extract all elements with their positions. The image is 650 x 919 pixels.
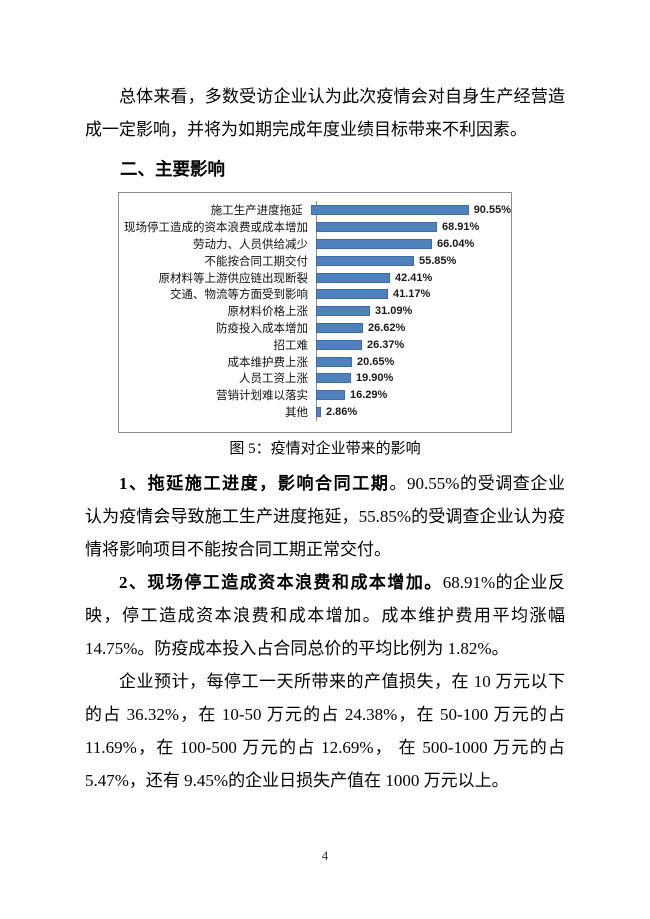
page-content: 总体来看，多数受访企业认为此次疫情会对自身生产经营造成一定影响，并将为如期完成年… bbox=[85, 87, 565, 797]
paragraph-2-body: 68.91%的企业反映，停工造成资本浪费和成本增加。成本维护费用平均涨幅 14.… bbox=[85, 573, 565, 658]
chart-bar bbox=[310, 205, 469, 216]
chart-bar bbox=[316, 373, 351, 384]
chart-row: 防疫投入成本增加 26.62% bbox=[119, 320, 511, 337]
chart-row: 原材料等上游供应链出现断裂 42.41% bbox=[119, 269, 511, 286]
chart-bar-track: 26.62% bbox=[316, 320, 511, 337]
chart-row: 成本维护费上涨 20.65% bbox=[119, 353, 511, 370]
chart-category-label: 原材料等上游供应链出现断裂 bbox=[158, 272, 309, 285]
chart-category-label: 营销计划难以落实 bbox=[216, 390, 308, 403]
chart-bar bbox=[316, 306, 370, 317]
chart-bar bbox=[316, 406, 321, 417]
chart-category-label: 招工难 bbox=[273, 339, 309, 352]
chart-category-label: 交通、物流等方面受到影响 bbox=[170, 289, 308, 302]
chart-bar-track: 90.55% bbox=[310, 202, 511, 219]
chart-row: 劳动力、人员供给减少 66.04% bbox=[119, 236, 511, 253]
chart-bar bbox=[316, 255, 414, 266]
chart-category-label: 不能按合同工期交付 bbox=[204, 255, 309, 268]
chart-row: 交通、物流等方面受到影响 41.17% bbox=[119, 286, 511, 303]
chart-value-label: 66.04% bbox=[437, 237, 475, 250]
chart-row: 现场停工造成的资本浪费或成本增加 68.91% bbox=[119, 219, 511, 236]
chart-bar bbox=[316, 289, 388, 300]
chart-bar-track: 26.37% bbox=[316, 336, 511, 353]
chart-bar bbox=[316, 272, 390, 283]
chart-bar-track: 68.91% bbox=[316, 219, 511, 236]
chart-bar bbox=[316, 390, 345, 401]
intro-paragraph: 总体来看，多数受访企业认为此次疫情会对自身生产经营造成一定影响，并将为如期完成年… bbox=[85, 87, 565, 139]
chart-bar-track: 2.86% bbox=[316, 404, 511, 421]
chart-bar bbox=[316, 356, 352, 367]
chart-row: 原材料价格上涨 31.09% bbox=[119, 303, 511, 320]
chart-category-label: 人员工资上涨 bbox=[239, 373, 308, 386]
chart-bar bbox=[316, 322, 363, 333]
chart-value-label: 42.41% bbox=[395, 271, 433, 284]
chart-row: 营销计划难以落实 16.29% bbox=[119, 387, 511, 404]
paragraph-3: 企业预计，每停工一天所带来的产值损失，在 10 万元以下的占 36.32%，在 … bbox=[85, 665, 565, 797]
paragraph-1-lead: 1、拖延施工进度，影响合同工期 bbox=[119, 474, 390, 493]
chart-bar bbox=[316, 339, 362, 350]
chart-category-label: 其他 bbox=[285, 406, 308, 419]
chart-row: 招工难 26.37% bbox=[119, 336, 511, 353]
section-heading: 二、主要影响 bbox=[120, 159, 225, 179]
chart-bar-track: 42.41% bbox=[316, 269, 511, 286]
chart-bar-track: 66.04% bbox=[316, 236, 511, 253]
chart-bar-track: 41.17% bbox=[316, 286, 511, 303]
paragraph-1-body: 。90.55%的受调查企业认为疫情会导致施工生产进度拖延，55.85%的受调查企… bbox=[85, 474, 565, 559]
chart-value-label: 41.17% bbox=[393, 288, 431, 301]
page-number: 4 bbox=[321, 848, 329, 863]
chart-value-label: 55.85% bbox=[419, 254, 457, 267]
chart-bar bbox=[316, 222, 437, 233]
chart-bar-track: 55.85% bbox=[316, 252, 511, 269]
chart-value-label: 16.29% bbox=[350, 389, 388, 402]
chart-category-label: 原材料价格上涨 bbox=[227, 306, 309, 319]
chart-row: 人员工资上涨 19.90% bbox=[119, 370, 511, 387]
chart-category-label: 防疫投入成本增加 bbox=[216, 322, 308, 335]
chart-bar-track: 20.65% bbox=[316, 353, 511, 370]
chart-rows: 施工生产进度拖延 90.55% 现场停工造成的资本浪费或成本增加 68.91% 劳动力、… bbox=[119, 193, 511, 432]
chart-bar-track: 31.09% bbox=[316, 303, 511, 320]
chart-category-label: 劳动力、人员供给减少 bbox=[193, 238, 308, 251]
chart-value-label: 2.86% bbox=[326, 405, 358, 418]
paragraph-2-lead: 2、现场停工造成资本浪费和成本增加。 bbox=[119, 573, 443, 592]
chart-bar bbox=[316, 238, 432, 249]
chart-value-label: 20.65% bbox=[357, 355, 395, 368]
chart-value-label: 26.37% bbox=[367, 338, 405, 351]
paragraph-3-body: 企业预计，每停工一天所带来的产值损失，在 10 万元以下的占 36.32%，在 … bbox=[85, 672, 565, 790]
chart-value-label: 19.90% bbox=[356, 372, 394, 385]
chart-row: 不能按合同工期交付 55.85% bbox=[119, 252, 511, 269]
chart-row: 施工生产进度拖延 90.55% bbox=[119, 202, 511, 219]
body-paragraphs: 1、拖延施工进度，影响合同工期。90.55%的受调查企业认为疫情会导致施工生产进… bbox=[85, 467, 565, 797]
paragraph-1: 1、拖延施工进度，影响合同工期。90.55%的受调查企业认为疫情会导致施工生产进… bbox=[85, 467, 565, 566]
chart-value-label: 90.55% bbox=[473, 204, 511, 217]
chart-category-label: 现场停工造成的资本浪费或成本增加 bbox=[124, 222, 308, 235]
chart-bar-track: 19.90% bbox=[316, 370, 511, 387]
chart-value-label: 31.09% bbox=[375, 305, 413, 318]
figure-caption: 图 5：疫情对企业带来的影响 bbox=[229, 441, 421, 457]
chart-bar-track: 16.29% bbox=[316, 387, 511, 404]
chart-row: 其他 2.86% bbox=[119, 404, 511, 421]
paragraph-2: 2、现场停工造成资本浪费和成本增加。68.91%的企业反映，停工造成资本浪费和成… bbox=[85, 566, 565, 665]
chart-value-label: 68.91% bbox=[442, 221, 480, 234]
chart-value-label: 26.62% bbox=[368, 321, 406, 334]
impact-bar-chart: 施工生产进度拖延 90.55% 现场停工造成的资本浪费或成本增加 68.91% 劳动力、… bbox=[118, 192, 512, 433]
chart-category-label: 成本维护费上涨 bbox=[227, 356, 309, 369]
chart-category-label: 施工生产进度拖延 bbox=[210, 205, 303, 218]
